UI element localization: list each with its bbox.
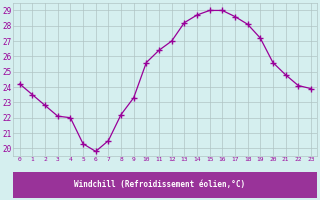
Text: Windchill (Refroidissement éolien,°C): Windchill (Refroidissement éolien,°C) [75, 180, 245, 190]
